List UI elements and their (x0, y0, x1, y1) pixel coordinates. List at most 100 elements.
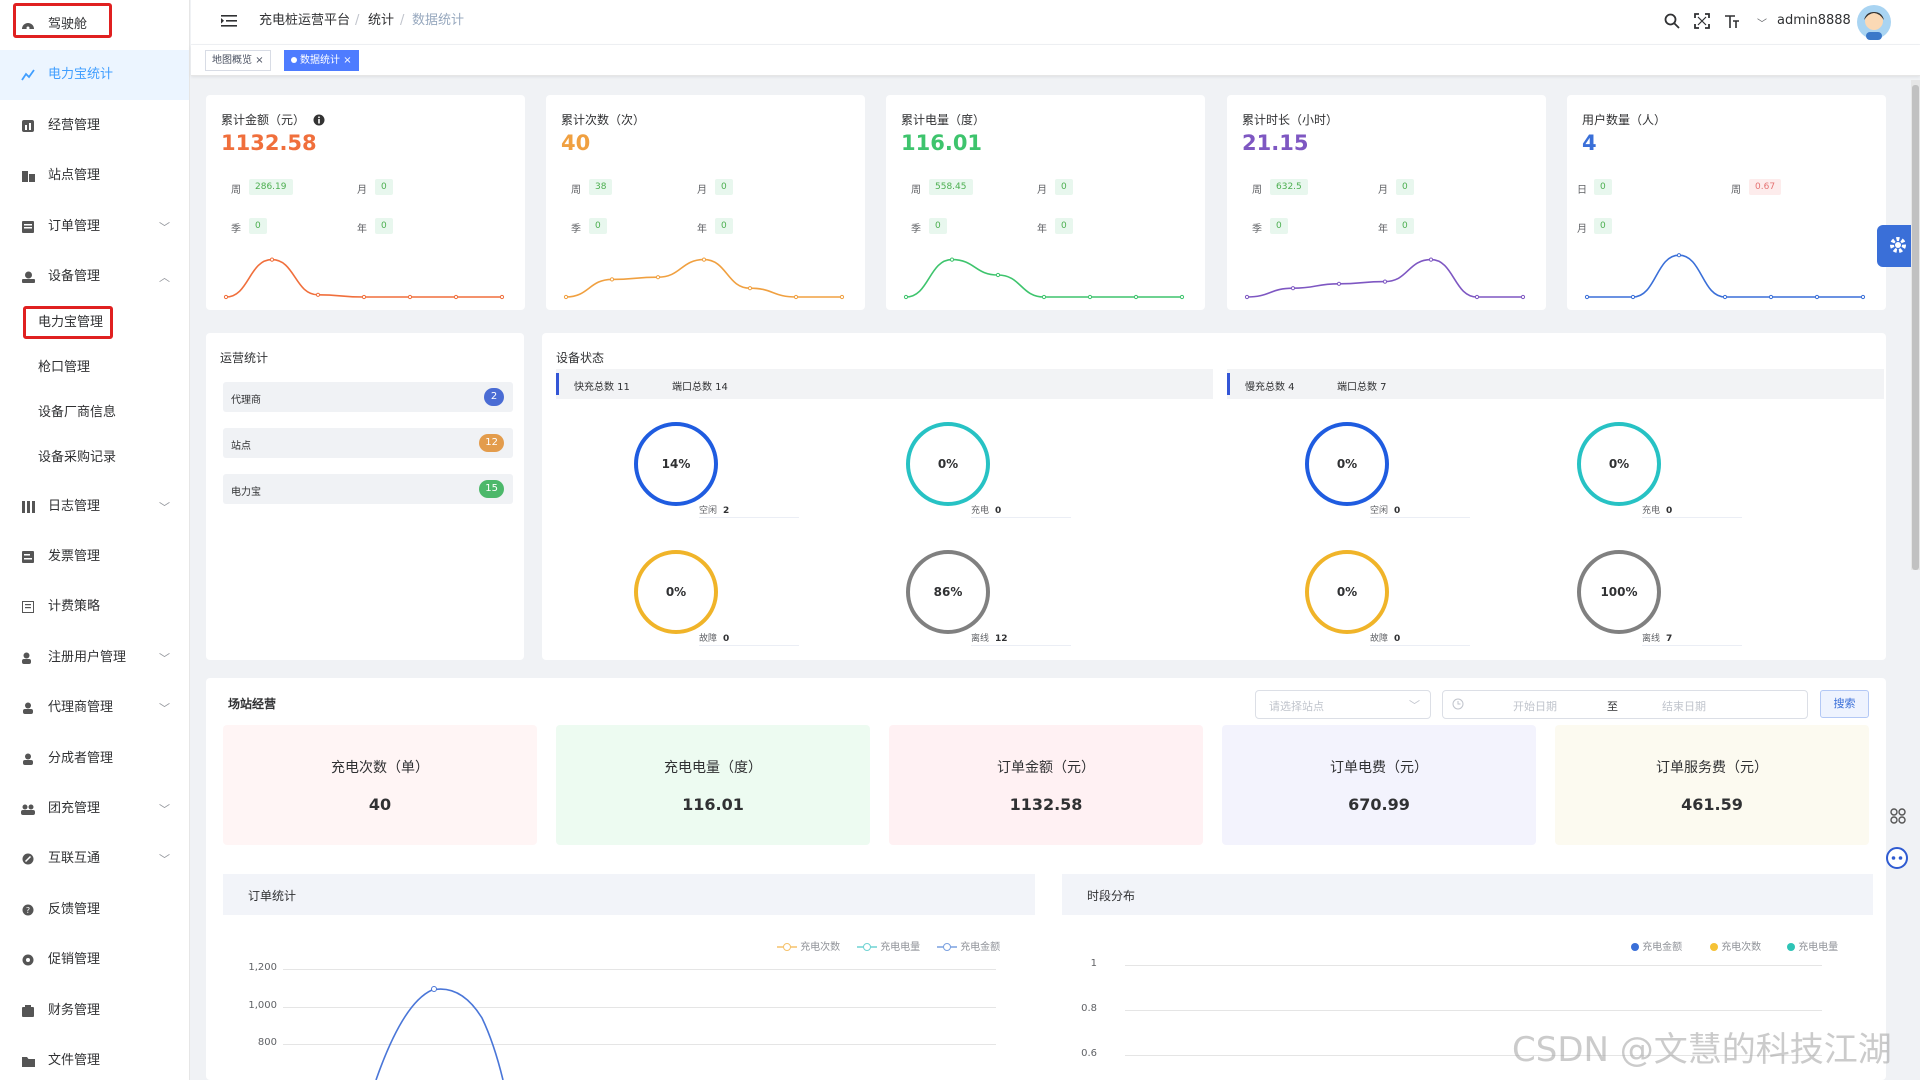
search-button[interactable]: 搜索 (1820, 690, 1869, 718)
fullscreen-icon[interactable] (1694, 13, 1710, 33)
count-badge: 15 (479, 480, 504, 498)
hamburger-icon[interactable] (221, 13, 237, 32)
sparkline (563, 257, 845, 300)
sidebar-item-label: 枪口管理 (38, 360, 91, 375)
sparkline-point (499, 294, 505, 300)
sidebar-item-devices[interactable]: 设备管理 ︿ (0, 257, 189, 297)
sidebar-item-business[interactable]: 经营管理 (0, 106, 189, 146)
period-value: 558.45 (929, 179, 973, 195)
legend-item[interactable]: 充电电量 (857, 938, 920, 953)
list-item[interactable]: 站点 12 (223, 428, 513, 458)
period-label: 季 (1252, 224, 1262, 235)
date-range-picker[interactable]: 开始日期 至 结束日期 (1442, 690, 1808, 719)
sidebar-item-vendor-info[interactable]: 设备厂商信息 (0, 393, 189, 433)
metric-card: 充电次数（单） 40 (223, 725, 537, 845)
time-distribution-header: 时段分布 (1062, 874, 1873, 915)
sidebar-item-label: 设备采购记录 (38, 450, 117, 465)
list-item[interactable]: 电力宝 15 (223, 474, 513, 504)
donut-percent: 0% (1608, 457, 1630, 471)
sidebar-item-registered-users[interactable]: 注册用户管理 ﹀ (0, 638, 189, 678)
period-value: 632.5 (1270, 179, 1308, 195)
sidebar-item-logs[interactable]: 日志管理 ﹀ (0, 487, 189, 527)
sparkline (903, 257, 1185, 300)
sidebar-item-sharers[interactable]: 分成者管理 (0, 739, 189, 779)
list-item[interactable]: 代理商 2 (223, 382, 513, 412)
finance-icon (21, 1004, 35, 1018)
sidebar-item-finance[interactable]: 财务管理 (0, 991, 189, 1031)
select-placeholder: 请选择站点 (1269, 700, 1324, 713)
scrollbar-thumb[interactable] (1912, 85, 1919, 570)
sparkline-point (1087, 294, 1093, 300)
legend-item[interactable]: 充电电量 (1787, 938, 1838, 953)
stat-card: 累计金额（元） 1132.58 周 286.19 月 0 季 0 年 0 (206, 95, 525, 310)
status-donut (1305, 550, 1389, 634)
legend-label: 充电金额 (1642, 942, 1683, 953)
sidebar-item-group-charge[interactable]: 团充管理 ﹀ (0, 789, 189, 829)
sidebar-item-promotions[interactable]: 促销管理 (0, 940, 189, 980)
chevron-down-icon: ﹀ (159, 853, 170, 866)
legend-item[interactable]: 充电金额 (937, 938, 1000, 953)
sidebar-item-stations[interactable]: 站点管理 (0, 156, 189, 196)
sidebar-item-feedback[interactable]: ? 反馈管理 (0, 890, 189, 930)
y-tick-label: 1,000 (248, 1000, 277, 1011)
status-name: 离线 (971, 634, 990, 644)
sparkline-point (949, 257, 955, 262)
period-value: 0 (1270, 218, 1288, 234)
sparkline (1244, 257, 1526, 300)
chevron-down-icon[interactable]: ﹀ (1757, 19, 1767, 30)
period-value: 0.67 (1749, 179, 1782, 195)
donut-label: 离线 12 (971, 631, 1008, 644)
sidebar-item-interconnect[interactable]: 互联互通 ﹀ (0, 839, 189, 879)
stat-value: 1132.58 (221, 131, 317, 155)
avatar[interactable] (1856, 4, 1892, 44)
sparkline-point (361, 294, 367, 300)
tag-map-overview[interactable]: 地图概览 × (205, 50, 271, 71)
end-date-input[interactable]: 结束日期 (1662, 700, 1706, 713)
divider (1642, 517, 1742, 518)
station-select[interactable]: 请选择站点 ﹀ (1255, 690, 1431, 719)
sidebar-item-agents[interactable]: 代理商管理 ﹀ (0, 688, 189, 728)
status-name: 故障 (1370, 634, 1389, 644)
legend-item[interactable]: 充电次数 (1710, 938, 1761, 953)
username[interactable]: admin8888 (1777, 13, 1851, 28)
grid-icon[interactable] (1890, 808, 1906, 828)
sidebar-item-gun-manage[interactable]: 枪口管理 (0, 348, 189, 388)
svg-text:?: ? (26, 906, 30, 915)
legend-item[interactable]: 充电次数 (777, 938, 840, 953)
metric-title: 充电次数（单） (331, 760, 429, 776)
sidebar-item-power-stats[interactable]: 电力宝统计 (0, 50, 189, 100)
sidebar-item-billing[interactable]: 计费策略 (0, 587, 189, 627)
sparkline-point (453, 294, 459, 300)
metric-value: 40 (368, 795, 392, 814)
donut-label: 故障 0 (699, 631, 729, 644)
breadcrumb-statistics[interactable]: 统计 (368, 13, 395, 28)
sidebar-item-invoices[interactable]: 发票管理 (0, 537, 189, 577)
font-size-icon[interactable] (1724, 13, 1740, 33)
sparkline-path (1246, 258, 1523, 298)
tag-data-statistics[interactable]: 数据统计 × (284, 50, 359, 71)
sidebar-item-label: 设备管理 (48, 269, 101, 284)
sidebar-item-cockpit[interactable]: 驾驶舱 (0, 5, 189, 45)
close-icon[interactable]: × (255, 55, 264, 66)
sidebar-item-power-bank-manage[interactable]: 电力宝管理 (0, 303, 189, 343)
breadcrumb-separator: / (400, 13, 405, 28)
search-icon[interactable] (1664, 13, 1680, 33)
period-value: 0 (1055, 218, 1073, 234)
info-icon[interactable] (313, 111, 325, 130)
period-label: 周 (231, 185, 241, 196)
robot-icon[interactable] (1886, 847, 1908, 873)
status-count: 12 (995, 634, 1008, 644)
business-icon (21, 119, 35, 133)
sidebar-item-files[interactable]: 文件管理 (0, 1041, 189, 1080)
start-date-input[interactable]: 开始日期 (1513, 700, 1557, 713)
sidebar-item-orders[interactable]: 订单管理 ﹀ (0, 207, 189, 247)
scrollbar[interactable] (1911, 80, 1920, 570)
legend-item[interactable]: 充电金额 (1631, 938, 1682, 953)
period-label: 年 (357, 224, 367, 235)
period-value: 0 (589, 218, 607, 234)
divider (1370, 517, 1470, 518)
breadcrumb-platform[interactable]: 充电桩运营平台 (259, 13, 351, 28)
sidebar-item-purchase-records[interactable]: 设备采购记录 (0, 438, 189, 478)
close-icon[interactable]: × (343, 55, 352, 66)
sparkline-path (1587, 254, 1863, 298)
